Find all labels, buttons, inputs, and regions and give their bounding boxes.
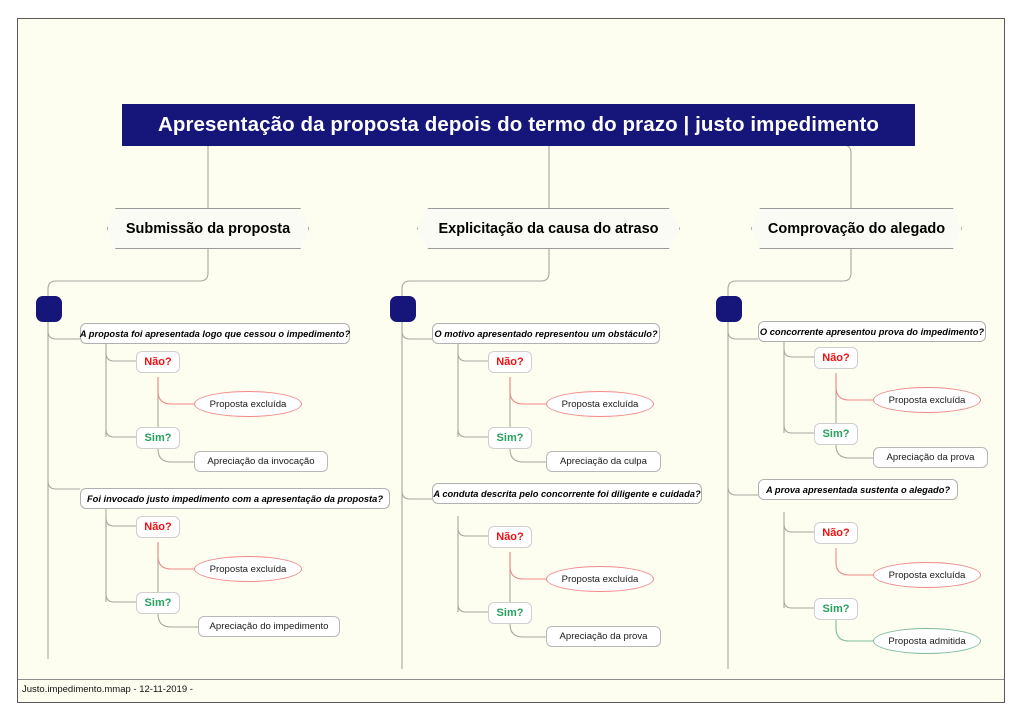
mindmap-canvas: Apresentação da proposta depois do termo…: [17, 18, 1005, 703]
outcome-ellipse-excluded[interactable]: Proposta excluída: [873, 562, 981, 588]
question-box[interactable]: Foi invocado justo impedimento com a apr…: [80, 488, 390, 509]
junction-node-3[interactable]: [716, 296, 742, 322]
answer-no-box[interactable]: Não?: [136, 351, 180, 373]
outcome-ellipse-admitted[interactable]: Proposta admitida: [873, 628, 981, 654]
footer-divider: [18, 679, 1004, 680]
answer-no-box[interactable]: Não?: [814, 522, 858, 544]
answer-yes-box[interactable]: Sim?: [488, 427, 532, 449]
branch-header-1[interactable]: Submissão da proposta: [107, 208, 309, 249]
answer-no-box[interactable]: Não?: [136, 516, 180, 538]
question-box[interactable]: A prova apresentada sustenta o alegado?: [758, 479, 958, 500]
outcome-ellipse-excluded[interactable]: Proposta excluída: [194, 556, 302, 582]
answer-yes-box[interactable]: Sim?: [136, 592, 180, 614]
answer-yes-box[interactable]: Sim?: [488, 602, 532, 624]
outcome-box[interactable]: Apreciação da culpa: [546, 451, 661, 472]
question-box[interactable]: A conduta descrita pelo concorrente foi …: [432, 483, 702, 504]
branch-header-2[interactable]: Explicitação da causa do atraso: [417, 208, 680, 249]
outcome-box[interactable]: Apreciação do impedimento: [198, 616, 340, 637]
footer-label: Justo.impedimento.mmap - 12-11-2019 -: [22, 684, 193, 695]
answer-no-box[interactable]: Não?: [488, 526, 532, 548]
junction-node-2[interactable]: [390, 296, 416, 322]
outcome-ellipse-excluded[interactable]: Proposta excluída: [546, 391, 654, 417]
answer-no-box[interactable]: Não?: [814, 347, 858, 369]
outcome-ellipse-excluded[interactable]: Proposta excluída: [873, 387, 981, 413]
outcome-ellipse-excluded[interactable]: Proposta excluída: [194, 391, 302, 417]
outcome-ellipse-excluded[interactable]: Proposta excluída: [546, 566, 654, 592]
question-box[interactable]: O motivo apresentado representou um obst…: [432, 323, 660, 344]
page-title: Apresentação da proposta depois do termo…: [122, 104, 915, 146]
branch-header-3[interactable]: Comprovação do alegado: [751, 208, 962, 249]
question-box[interactable]: A proposta foi apresentada logo que cess…: [80, 323, 350, 344]
answer-yes-box[interactable]: Sim?: [814, 423, 858, 445]
answer-yes-box[interactable]: Sim?: [814, 598, 858, 620]
question-box[interactable]: O concorrente apresentou prova do impedi…: [758, 321, 986, 342]
answer-no-box[interactable]: Não?: [488, 351, 532, 373]
outcome-box[interactable]: Apreciação da prova: [873, 447, 988, 468]
answer-yes-box[interactable]: Sim?: [136, 427, 180, 449]
junction-node-1[interactable]: [36, 296, 62, 322]
outcome-box[interactable]: Apreciação da prova: [546, 626, 661, 647]
outcome-box[interactable]: Apreciação da invocação: [194, 451, 328, 472]
